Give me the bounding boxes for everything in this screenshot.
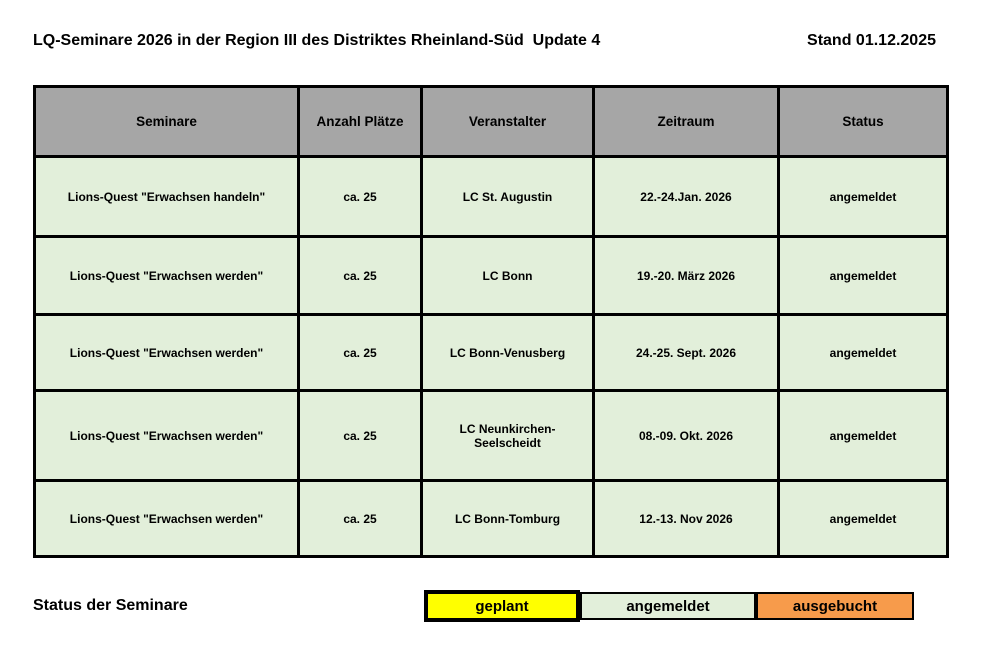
header-seminare: Seminare [33, 85, 300, 158]
cell-veranstalter: LC Bonn-Tomburg [420, 479, 595, 558]
legend-item-ausgebucht: ausgebucht [756, 592, 914, 620]
cell-zeitraum: 08.-09. Okt. 2026 [592, 389, 780, 482]
cell-status: angemeldet [777, 313, 949, 392]
table-row: Lions-Quest "Erwachsen handeln" ca. 25 L… [33, 155, 949, 238]
title-bar: LQ-Seminare 2026 in der Region III des D… [33, 32, 936, 50]
table-header-row: Seminare Anzahl Plätze Veranstalter Zeit… [33, 85, 949, 158]
cell-plaetze: ca. 25 [297, 389, 423, 482]
header-anzahl-plaetze: Anzahl Plätze [297, 85, 423, 158]
cell-plaetze: ca. 25 [297, 479, 423, 558]
cell-status: angemeldet [777, 155, 949, 238]
cell-status: angemeldet [777, 389, 949, 482]
cell-status: angemeldet [777, 479, 949, 558]
cell-veranstalter: LC Bonn-Venusberg [420, 313, 595, 392]
cell-status: angemeldet [777, 235, 949, 316]
cell-zeitraum: 12.-13. Nov 2026 [592, 479, 780, 558]
cell-seminar: Lions-Quest "Erwachsen werden" [33, 479, 300, 558]
cell-zeitraum: 19.-20. März 2026 [592, 235, 780, 316]
cell-seminar: Lions-Quest "Erwachsen handeln" [33, 155, 300, 238]
cell-veranstalter: LC Bonn [420, 235, 595, 316]
legend-item-angemeldet: angemeldet [580, 592, 756, 620]
stand-date: Stand 01.12.2025 [807, 32, 936, 49]
cell-seminar: Lions-Quest "Erwachsen werden" [33, 389, 300, 482]
cell-zeitraum: 22.-24.Jan. 2026 [592, 155, 780, 238]
table-row: Lions-Quest "Erwachsen werden" ca. 25 LC… [33, 479, 949, 558]
cell-seminar: Lions-Quest "Erwachsen werden" [33, 313, 300, 392]
seminar-table: Seminare Anzahl Plätze Veranstalter Zeit… [33, 85, 949, 558]
header-status: Status [777, 85, 949, 158]
table-row: Lions-Quest "Erwachsen werden" ca. 25 LC… [33, 235, 949, 316]
header-zeitraum: Zeitraum [592, 85, 780, 158]
table-row: Lions-Quest "Erwachsen werden" ca. 25 LC… [33, 313, 949, 392]
page-title: LQ-Seminare 2026 in der Region III des D… [33, 32, 601, 49]
status-legend: Status der Seminare geplant angemeldet a… [33, 590, 946, 622]
legend-title: Status der Seminare [33, 597, 188, 614]
legend-items: geplant angemeldet ausgebucht [424, 590, 914, 622]
header-veranstalter: Veranstalter [420, 85, 595, 158]
cell-zeitraum: 24.-25. Sept. 2026 [592, 313, 780, 392]
cell-veranstalter: LC St. Augustin [420, 155, 595, 238]
cell-plaetze: ca. 25 [297, 313, 423, 392]
cell-plaetze: ca. 25 [297, 155, 423, 238]
cell-veranstalter: LC Neunkirchen-Seelscheidt [420, 389, 595, 482]
table-row: Lions-Quest "Erwachsen werden" ca. 25 LC… [33, 389, 949, 482]
cell-seminar: Lions-Quest "Erwachsen werden" [33, 235, 300, 316]
cell-plaetze: ca. 25 [297, 235, 423, 316]
legend-item-geplant: geplant [424, 590, 580, 622]
